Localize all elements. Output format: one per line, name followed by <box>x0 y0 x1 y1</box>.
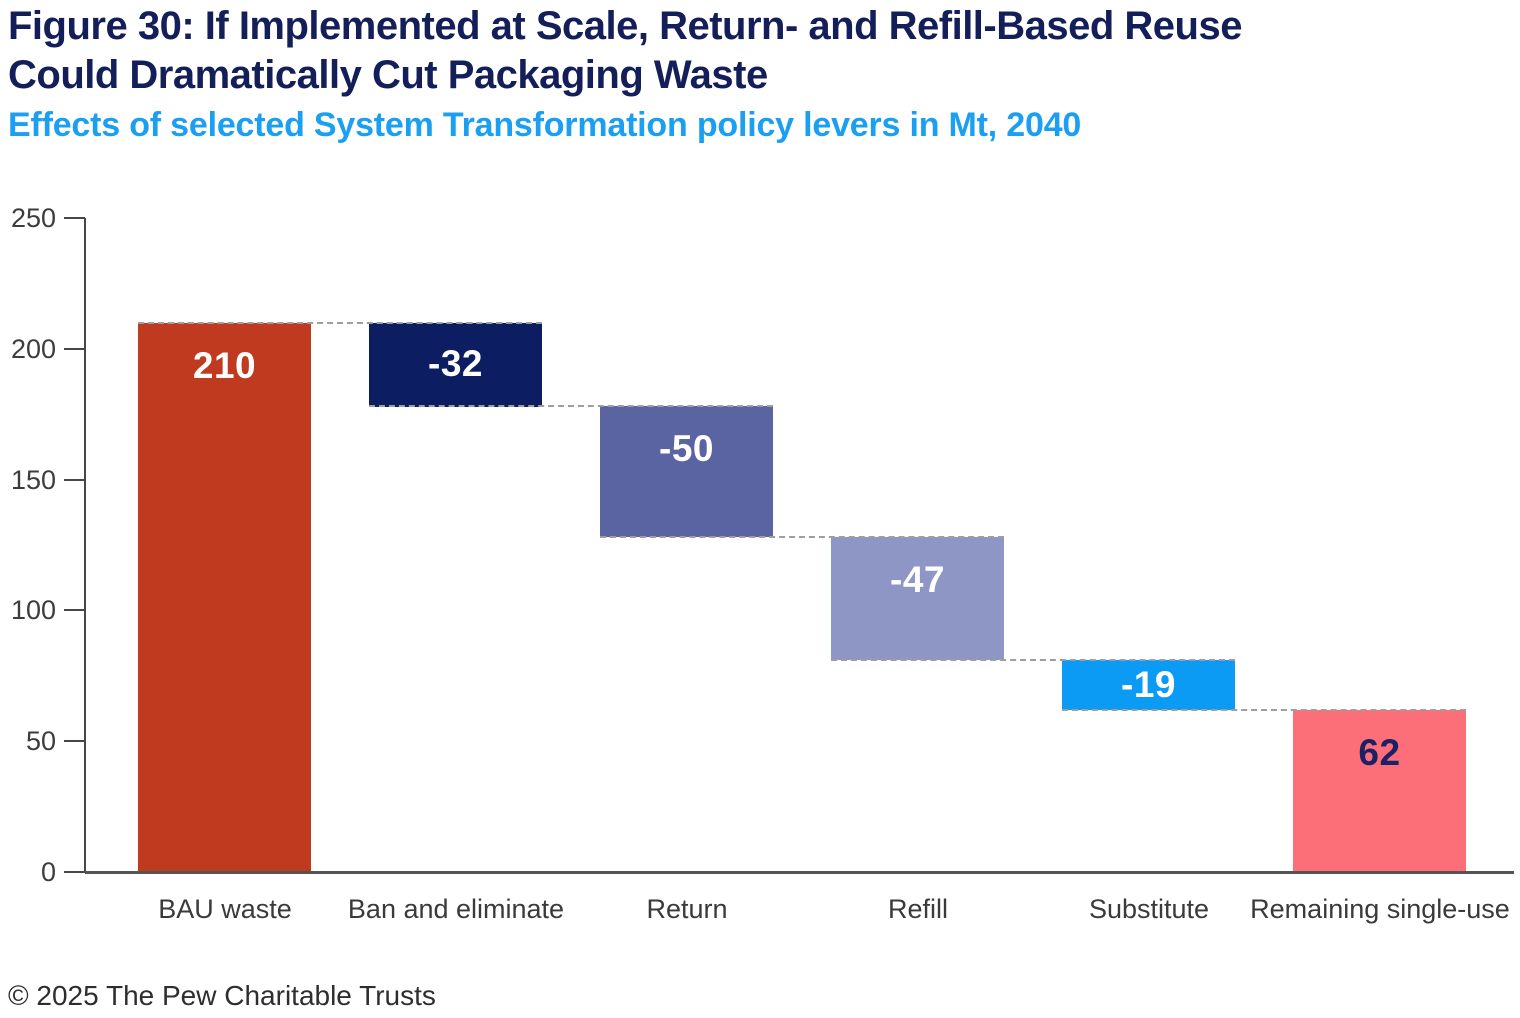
figure-footer: © 2025 The Pew Charitable Trusts <box>8 980 436 1011</box>
figure-title: Figure 30: If Implemented at Scale, Retu… <box>8 2 1242 100</box>
y-axis-tick-label: 150 <box>10 465 56 495</box>
connector-line <box>600 536 1004 538</box>
bar-bau-waste <box>138 323 311 872</box>
y-axis-tick-label: 0 <box>40 857 56 887</box>
y-axis-tick-label: 50 <box>25 726 56 756</box>
y-axis-tick <box>64 217 85 219</box>
connector-line <box>831 659 1235 661</box>
bar-value-label: -50 <box>659 428 714 469</box>
y-axis-tick <box>64 479 85 481</box>
connector-line <box>369 405 773 407</box>
bar-value-label: 210 <box>192 345 257 386</box>
figure-title-line2: Could Dramatically Cut Packaging Waste <box>8 53 768 97</box>
bar-remaining-single-use <box>1293 710 1466 872</box>
connector-line <box>138 322 542 324</box>
bar-return <box>600 406 773 537</box>
y-axis-tick-label: 250 <box>10 203 56 233</box>
y-axis-tick <box>64 871 85 873</box>
bar-value-label: -47 <box>890 559 945 600</box>
bar-value-label: -19 <box>1121 664 1176 705</box>
y-axis-tick-label: 100 <box>10 595 56 625</box>
figure-title-line1: Figure 30: If Implemented at Scale, Retu… <box>8 4 1242 48</box>
x-axis-category-label: Return <box>646 894 728 924</box>
bar-refill <box>831 537 1004 660</box>
bar-value-label: 62 <box>1358 732 1401 773</box>
bar-value-label: -32 <box>428 343 483 384</box>
figure-subtitle: Effects of selected System Transformatio… <box>8 106 1082 144</box>
y-axis-tick <box>64 348 85 350</box>
x-axis-line <box>85 871 1514 874</box>
x-axis-category-label: Substitute <box>1088 894 1210 924</box>
y-axis-tick <box>64 609 85 611</box>
y-axis-line <box>84 218 86 873</box>
x-axis-category-label: Remaining single-use <box>1250 894 1510 924</box>
x-axis-category-label: Ban and eliminate <box>347 894 565 924</box>
x-axis-category-label: Refill <box>887 894 948 924</box>
connector-line <box>1062 709 1466 711</box>
y-axis-tick <box>64 740 85 742</box>
x-axis-category-label: BAU waste <box>158 894 292 924</box>
bar-substitute <box>1062 660 1235 710</box>
bar-ban-and-eliminate <box>369 323 542 407</box>
y-axis-tick-label: 200 <box>10 334 56 364</box>
